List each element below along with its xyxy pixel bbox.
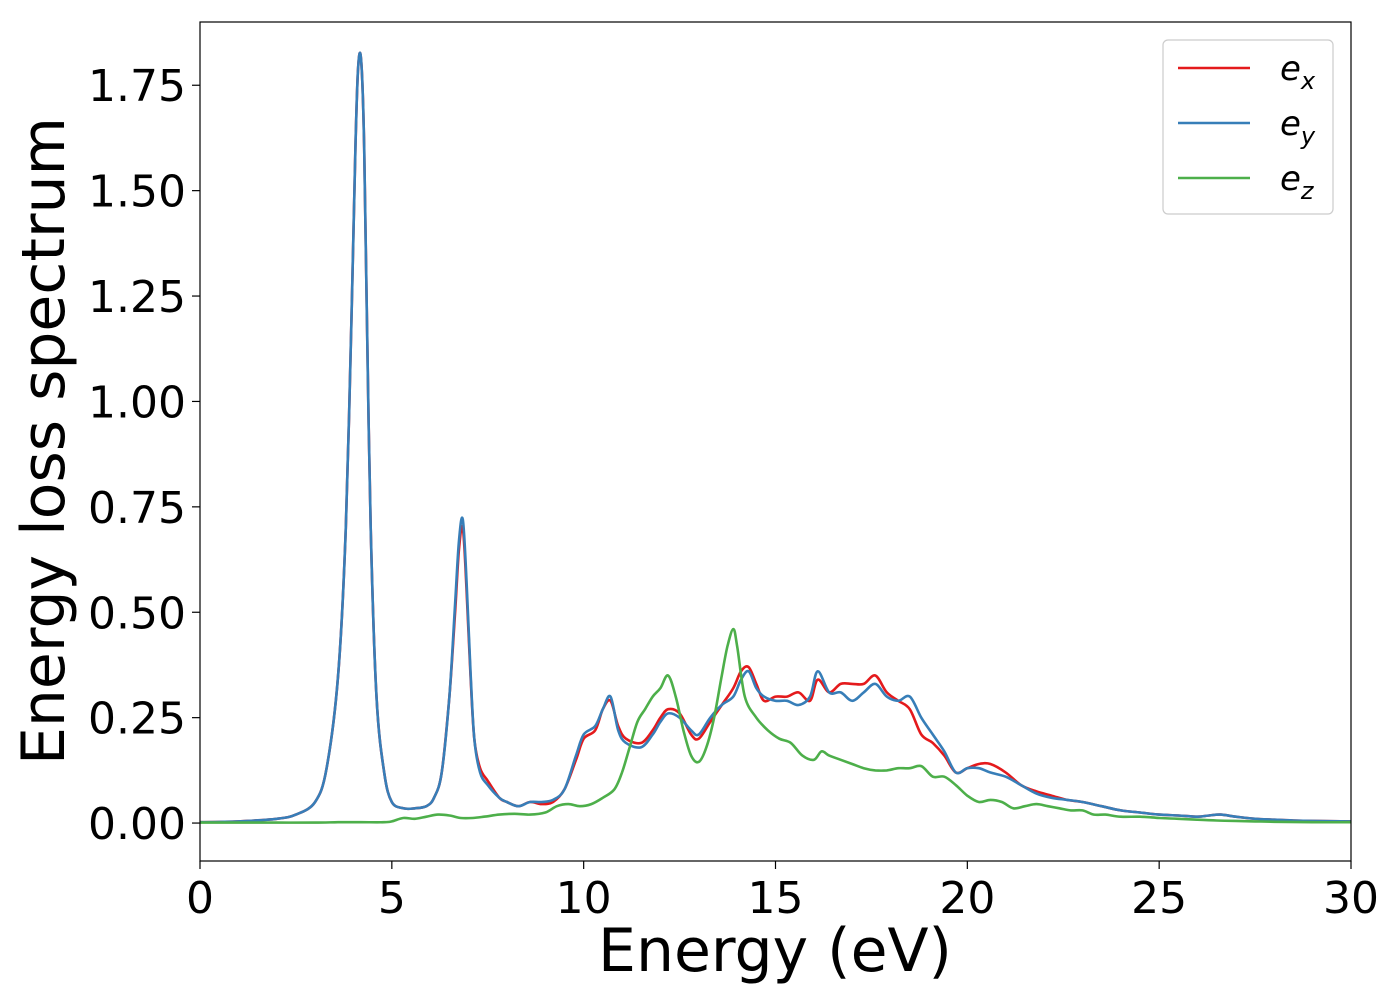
x-tick-label: 15 xyxy=(748,873,804,924)
y-axis: 0.00 0.25 0.50 0.75 1.00 1.25 1.50 1.75 xyxy=(88,61,200,850)
y-tick-label: 1.75 xyxy=(88,61,186,112)
y-tick-label: 1.00 xyxy=(88,377,186,428)
y-tick-label: 0.50 xyxy=(88,588,186,639)
legend-label-e-y: ey xyxy=(1280,104,1316,150)
y-axis-title: Energy loss spectrum xyxy=(9,117,79,765)
legend-label-e-z: ez xyxy=(1280,159,1315,205)
plot-area xyxy=(200,22,1351,861)
series-line-e-y xyxy=(200,51,1351,824)
x-tick-label: 10 xyxy=(556,873,612,924)
series-layer xyxy=(200,51,1351,824)
y-tick-label: 1.25 xyxy=(88,272,186,323)
series-line-e-z xyxy=(200,627,1351,824)
legend-box xyxy=(1162,39,1334,215)
x-axis-title: Energy (eV) xyxy=(598,916,952,986)
y-tick-label: 0.75 xyxy=(88,483,186,534)
x-tick-label: 20 xyxy=(939,873,995,924)
x-tick-label: 0 xyxy=(186,873,214,924)
x-tick-label: 5 xyxy=(378,873,406,924)
legend: ex ey ez xyxy=(1162,39,1334,215)
legend-label-e-x: ex xyxy=(1280,49,1316,95)
x-axis: 0 5 10 15 20 25 30 xyxy=(186,861,1379,924)
x-tick-label: 25 xyxy=(1131,873,1187,924)
x-tick-label: 30 xyxy=(1323,873,1379,924)
y-tick-label: 0.00 xyxy=(88,799,186,850)
y-tick-label: 1.50 xyxy=(88,167,186,218)
y-tick-label: 0.25 xyxy=(88,694,186,745)
